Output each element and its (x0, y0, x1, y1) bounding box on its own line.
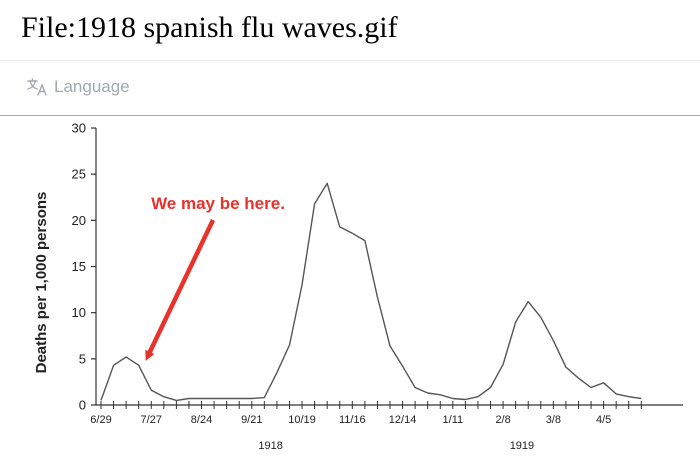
x-tick-label: 2/8 (495, 414, 510, 426)
x-tick-label: 12/14 (389, 414, 417, 426)
language-label: Language (54, 77, 130, 96)
y-tick-label: 0 (79, 398, 86, 413)
x-year-label: 1918 (258, 440, 282, 452)
x-tick-label: 11/16 (339, 414, 366, 426)
annotation-arrow (145, 219, 216, 361)
x-tick-label: 8/24 (191, 414, 212, 426)
chart-container: 0 5 10 15 20 25 30 Deaths per 1,000 persons 6/29… (0, 116, 700, 460)
x-year-label: 1919 (510, 440, 534, 452)
y-tick-label: 30 (72, 121, 86, 136)
y-tick-label: 20 (72, 213, 86, 228)
y-tick-label: 10 (72, 305, 86, 320)
x-tick-label: 1/11 (443, 414, 464, 426)
y-tick-label: 15 (72, 259, 86, 274)
language-button[interactable]: Language (26, 77, 130, 97)
y-tick-label: 5 (79, 351, 86, 366)
chart-svg: 0 5 10 15 20 25 30 Deaths per 1,000 persons 6/29… (33, 121, 683, 452)
x-tick-label: 3/8 (546, 414, 561, 426)
x-tick-label: 7/27 (141, 414, 162, 426)
page-title: File:1918 spanish flu waves.gif (21, 11, 398, 44)
x-tick-label: 10/19 (288, 414, 316, 426)
x-tick-label: 4/5 (596, 414, 611, 426)
series-line (100, 182, 642, 402)
language-bar: Language (0, 60, 700, 116)
x-tick-label: 6/29 (90, 414, 111, 426)
y-axis-label: Deaths per 1,000 persons (33, 192, 50, 374)
annotation-text: We may be here. (151, 194, 285, 213)
x-tick-label: 9/21 (241, 414, 262, 426)
y-tick-label: 25 (72, 167, 86, 182)
translate-icon (26, 77, 48, 97)
